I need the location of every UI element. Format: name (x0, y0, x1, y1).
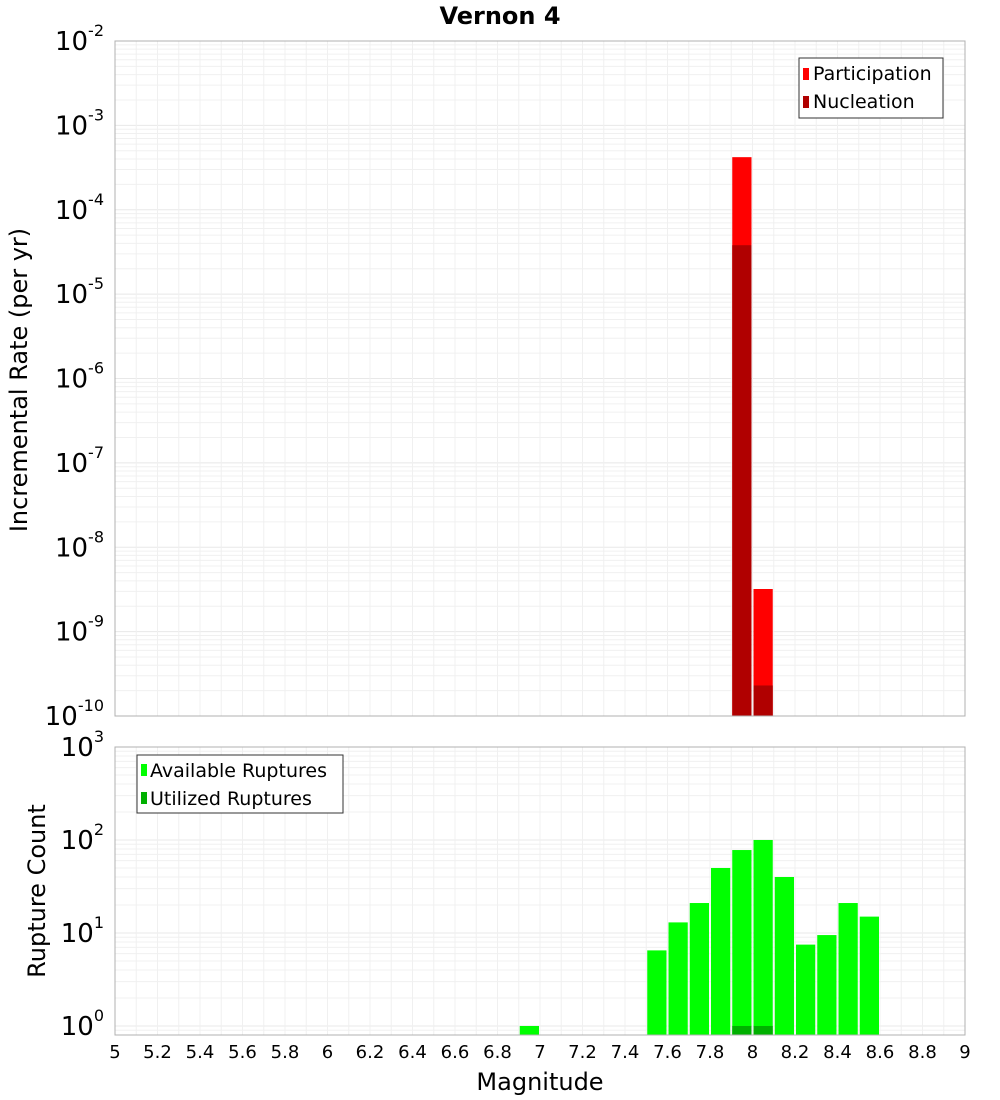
top-y-tick-label: 10-6 (55, 359, 104, 395)
top-bar (732, 245, 752, 717)
bottom-bar (774, 877, 794, 1035)
top-y-tick-label: 10-3 (55, 105, 104, 141)
bottom-bar (838, 903, 858, 1035)
top-y-tick-label: 10-5 (55, 274, 104, 310)
bottom-legend-box (136, 754, 344, 814)
top-bar (753, 685, 773, 716)
x-tick-label: 8 (747, 1042, 758, 1063)
top-y-axis-label: Incremental Rate (per yr) (5, 228, 33, 532)
bottom-bar (732, 1025, 752, 1035)
legend-swatch-utilized (141, 792, 147, 804)
bottom-bar (668, 922, 688, 1035)
x-tick-label: 8.4 (823, 1042, 852, 1063)
top-y-tick-label: 10-8 (55, 527, 104, 563)
top-legend: Participation Nucleation (798, 57, 944, 119)
top-bar (753, 589, 773, 716)
bottom-bar (859, 916, 879, 1035)
x-tick-label: 8.6 (866, 1042, 895, 1063)
x-tick-label: 5.6 (228, 1042, 257, 1063)
legend-label-available: Available Ruptures (150, 760, 327, 782)
x-tick-label: 7.8 (696, 1042, 725, 1063)
top-y-tick-label: 10-10 (45, 696, 104, 732)
top-panel: 10-10 10-9 10-8 10-7 10-6 10-5 10-4 10-3 10-2 In… (5, 21, 966, 732)
top-y-tick-label: 10-7 (55, 443, 104, 479)
legend-swatch-nucleation (803, 96, 809, 108)
x-tick-label: 7.4 (611, 1042, 640, 1063)
bottom-y-tick-label: 102 (61, 820, 104, 856)
x-tick-label: 7 (534, 1042, 545, 1063)
x-tick-label: 7.2 (568, 1042, 597, 1063)
x-tick-label: 7.6 (653, 1042, 682, 1063)
bottom-plot-frame (114, 746, 966, 1036)
chart-title: Vernon 4 (439, 2, 560, 30)
bottom-legend: Available Ruptures Utilized Ruptures (136, 754, 344, 814)
legend-swatch-participation (803, 68, 809, 80)
bottom-bar (647, 950, 667, 1035)
top-bars (732, 157, 773, 717)
x-tick-label: 6.2 (356, 1042, 385, 1063)
top-y-tick-labels: 10-10 10-9 10-8 10-7 10-6 10-5 10-4 10-3 10-2 (45, 21, 104, 732)
top-y-tick-label: 10-2 (55, 21, 104, 57)
x-tick-label: 5.8 (271, 1042, 300, 1063)
x-tick-label: 8.8 (908, 1042, 937, 1063)
x-tick-label: 6.4 (398, 1042, 427, 1063)
bottom-bars (519, 839, 879, 1035)
bottom-y-tick-label: 100 (61, 1006, 104, 1042)
bottom-y-tick-label: 103 (61, 727, 104, 763)
bottom-bar (753, 1025, 773, 1035)
bottom-y-axis-label: Rupture Count (23, 804, 51, 978)
bottom-bar (519, 1025, 539, 1035)
x-tick-label: 8.2 (781, 1042, 810, 1063)
x-tick-label: 5.2 (143, 1042, 172, 1063)
bottom-bar (817, 935, 837, 1035)
x-tick-label: 6.6 (441, 1042, 470, 1063)
bottom-panel: 100 101 102 103 5 5.2 5.4 5.6 5.8 6 6.2 6.4 6.6 6.8 7… (23, 727, 971, 1096)
x-tick-labels: 5 5.2 5.4 5.6 5.8 6 6.2 6.4 6.6 6.8 7 7.2 7.4 7.6 7.8 8… (109, 1042, 970, 1063)
bottom-bar (796, 944, 816, 1035)
bottom-bar (732, 850, 752, 1035)
legend-label-participation: Participation (813, 63, 932, 85)
legend-label-utilized: Utilized Ruptures (150, 788, 312, 810)
x-tick-label: 5 (109, 1042, 120, 1063)
top-y-tick-label: 10-9 (55, 612, 104, 648)
bottom-bar (753, 839, 773, 1035)
top-legend-box (798, 57, 944, 119)
bottom-bar (689, 903, 709, 1035)
bottom-y-tick-label: 101 (61, 913, 104, 949)
bottom-y-tick-labels: 100 101 102 103 (61, 727, 104, 1042)
x-axis-label: Magnitude (476, 1068, 603, 1096)
x-tick-label: 5.4 (186, 1042, 215, 1063)
x-tick-label: 6.8 (483, 1042, 512, 1063)
top-plot-frame (114, 40, 966, 717)
legend-swatch-available (141, 764, 147, 776)
top-gridlines (114, 40, 966, 717)
x-tick-label: 6 (322, 1042, 333, 1063)
legend-label-nucleation: Nucleation (813, 91, 915, 113)
bottom-bar (711, 867, 731, 1035)
x-tick-label: 9 (959, 1042, 970, 1063)
top-y-tick-label: 10-4 (55, 190, 104, 226)
